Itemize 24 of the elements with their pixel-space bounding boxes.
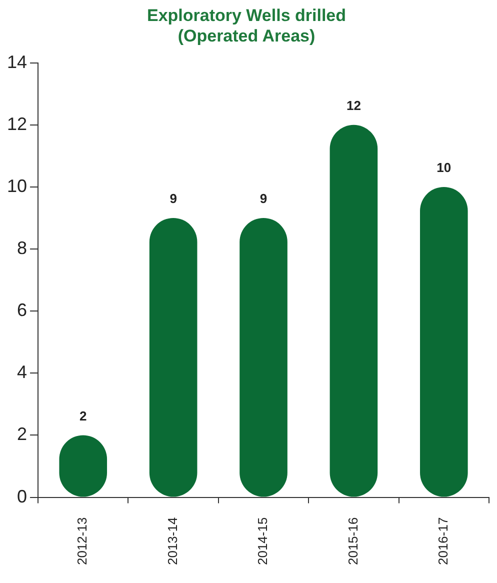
bar [240,218,288,497]
y-tick-label: 2 [17,424,28,444]
y-tick-label: 14 [6,52,28,72]
bar [330,124,378,497]
x-tick-label: 2012-13 [74,517,90,566]
text: (Operated Areas) [178,26,316,46]
x-tick-label: 2013-14 [164,517,180,566]
x-tick-label: 2016-17 [435,517,450,566]
data-label: 10 [436,160,452,176]
y-tick-label: 12 [6,114,28,134]
data-label: 9 [170,191,177,206]
y-tick-label: 6 [17,300,28,320]
y-tick-label: 0 [17,486,28,506]
bar [420,186,468,497]
data-label: 9 [260,191,268,206]
x-tick-label: 2014-15 [255,517,270,566]
data-label: 12 [346,98,361,113]
y-tick-label: 8 [17,238,28,258]
x-tick-label: 2015-16 [345,517,360,566]
bar [149,218,198,497]
y-tick-label: 10 [6,176,28,196]
data-label: 2 [80,408,87,424]
y-tick-label: 4 [17,362,28,382]
text: Exploratory Wells drilled [146,6,346,25]
